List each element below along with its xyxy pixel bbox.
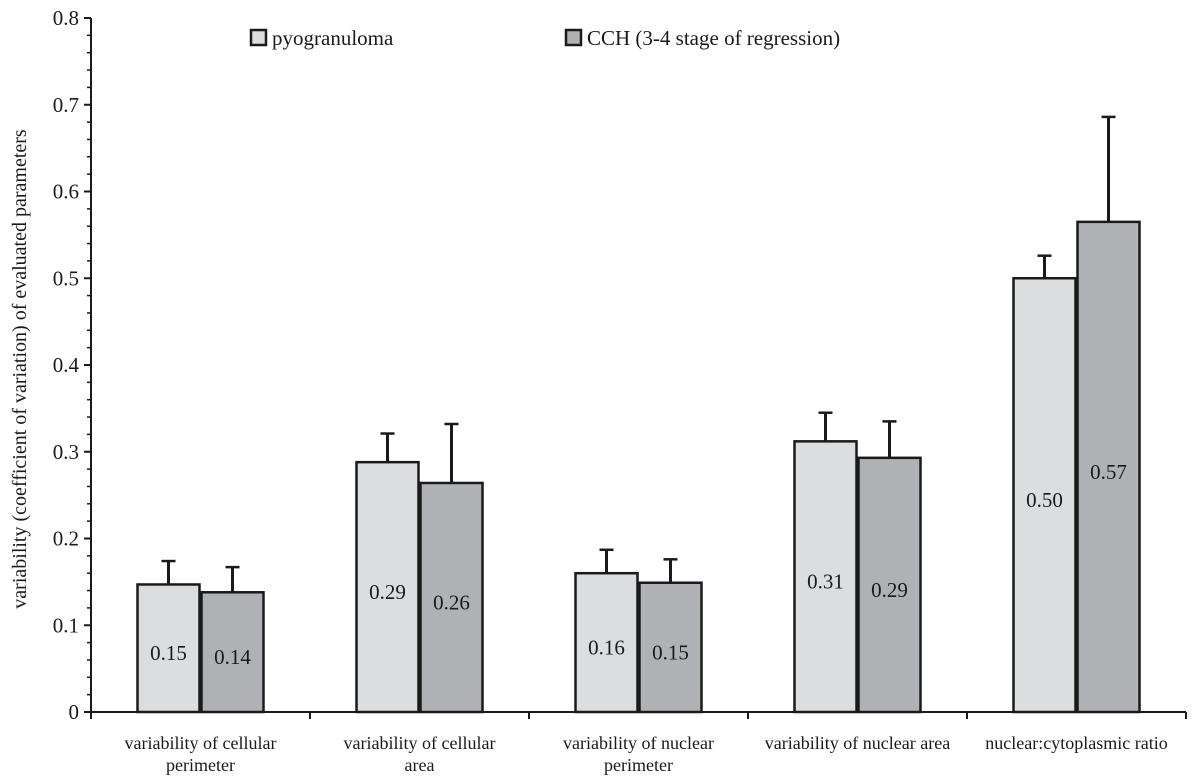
x-category-label-line: perimeter	[166, 755, 235, 775]
y-tick-label: 0.4	[53, 353, 80, 377]
axes: 0 0.1 0.2 0.3 0.4 0.5 0.6 0.7 0.8 variability (co…	[9, 6, 1187, 775]
error-bars	[161, 115, 1116, 593]
data-label: 0.15	[652, 640, 689, 664]
y-tick-label: 0.2	[53, 527, 79, 551]
x-category-label: nuclear:cytoplasmic ratio	[985, 733, 1167, 753]
data-label: 0.50	[1026, 488, 1063, 512]
legend-swatch	[564, 28, 583, 47]
x-category-label-line: area	[405, 755, 435, 775]
bar	[1076, 220, 1141, 714]
x-category-label: variability of nuclear area	[765, 733, 950, 753]
x-category-label-line: nuclear:cytoplasmic ratio	[985, 733, 1167, 753]
y-tick-label: 0.7	[53, 93, 79, 117]
bar	[857, 456, 922, 714]
data-label: 0.57	[1090, 460, 1127, 484]
x-category-label: variability of cellular perimeter	[125, 733, 277, 775]
bar	[419, 481, 484, 714]
data-label: 0.29	[871, 578, 908, 602]
legend-label: pyogranuloma	[272, 26, 394, 50]
x-category-label-line: perimeter	[604, 755, 673, 775]
y-tick-label: 0.3	[53, 440, 79, 464]
data-label: 0.26	[433, 590, 470, 614]
y-tick-label: 0.1	[53, 613, 79, 637]
data-label: 0.16	[588, 636, 625, 660]
x-category-label-line: variability of cellular	[344, 733, 496, 753]
x-category-label-line: variability of cellular	[125, 733, 277, 753]
y-tick-label: 0.6	[53, 180, 79, 204]
y-tick-label: 0.8	[53, 6, 79, 30]
data-label: 0.15	[150, 641, 187, 665]
bars	[136, 220, 1141, 714]
legend-swatch	[249, 28, 268, 47]
bar	[200, 591, 265, 714]
data-labels: 0.15 0.29 0.16 0.31 0.50 0.14 0.26 0.15 0.29 0.57	[150, 460, 1127, 669]
data-label: 0.29	[369, 580, 406, 604]
y-tick-label: 0	[69, 700, 80, 724]
x-category-label: variability of nuclear perimeter	[563, 733, 714, 775]
y-tick-label: 0.5	[53, 266, 79, 290]
y-axis-label: variability (coefficient of variation) o…	[9, 129, 31, 609]
legend-label: CCH (3-4 stage of regression)	[587, 26, 840, 50]
legend: pyogranuloma CCH (3-4 stage of regression…	[249, 26, 840, 50]
data-label: 0.31	[807, 570, 844, 594]
x-category-label-line: variability of nuclear area	[765, 733, 950, 753]
x-category-label: variability of cellular area	[344, 733, 496, 775]
bar	[574, 571, 639, 714]
x-category-label-line: variability of nuclear	[563, 733, 714, 753]
bar	[355, 460, 420, 714]
data-label: 0.14	[214, 645, 251, 669]
bar	[793, 440, 858, 714]
